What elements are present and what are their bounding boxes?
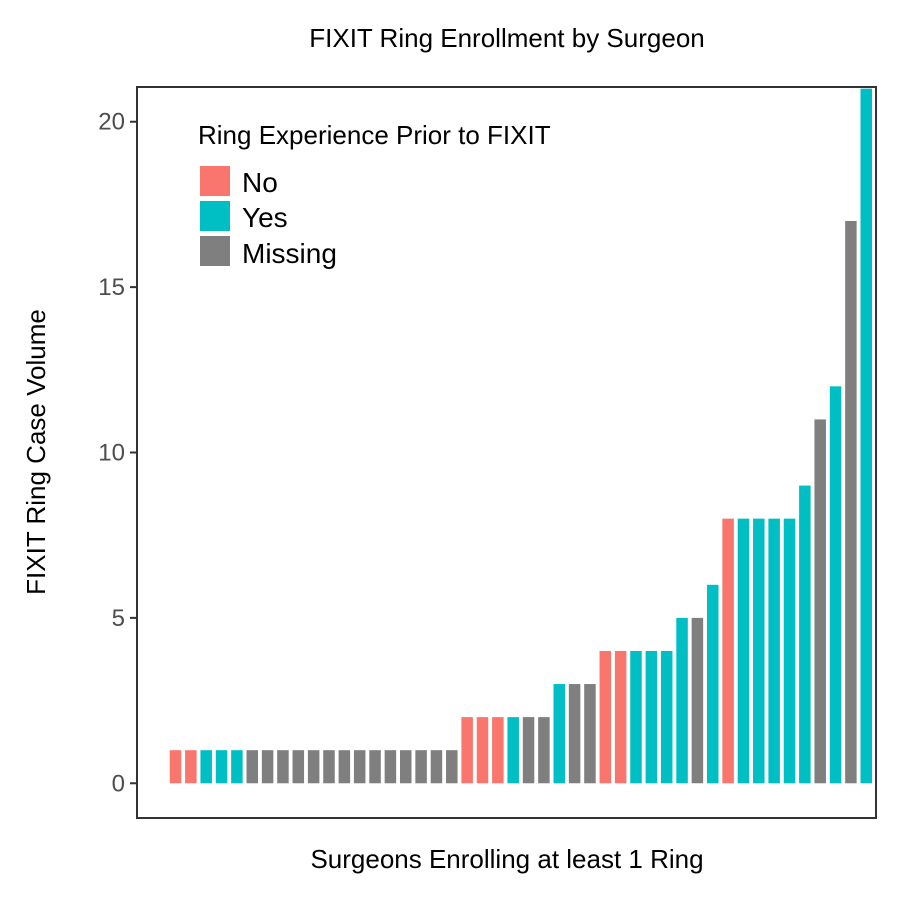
- bar-yes-4: [215, 750, 228, 784]
- legend-swatch-yes: [200, 201, 230, 231]
- legend-swatch-no: [200, 166, 230, 196]
- bar-missing-18: [430, 750, 443, 784]
- bar-yes-46: [860, 88, 872, 784]
- bar-missing-14: [369, 750, 381, 784]
- bar-yes-23: [507, 717, 519, 784]
- bar-missing-16: [400, 750, 412, 784]
- bar-missing-7: [261, 750, 274, 784]
- bar-no-22: [492, 717, 504, 784]
- bar-yes-40: [768, 518, 780, 784]
- y-tick-label-15: 15: [98, 274, 125, 301]
- y-tick-label-10: 10: [98, 440, 125, 467]
- bar-yes-3: [200, 750, 212, 784]
- y-tick-label-20: 20: [98, 109, 125, 136]
- legend-label-no: No: [242, 167, 278, 198]
- bar-missing-12: [338, 750, 351, 784]
- bar-yes-42: [799, 485, 811, 784]
- bar-missing-28: [584, 684, 596, 784]
- bar-missing-8: [277, 750, 289, 784]
- bar-yes-38: [737, 518, 750, 784]
- legend-label-missing: Missing: [242, 238, 337, 269]
- bar-yes-33: [660, 650, 673, 784]
- bar-no-1: [169, 750, 182, 784]
- legend-title: Ring Experience Prior to FIXIT: [198, 120, 551, 150]
- y-axis: 0 5 10 15 20: [98, 109, 137, 797]
- bar-no-21: [476, 717, 489, 784]
- bar-no-30: [614, 650, 627, 784]
- bar-missing-6: [246, 750, 258, 784]
- bar-no-2: [185, 750, 197, 784]
- y-tick-label-5: 5: [112, 605, 125, 632]
- bar-yes-39: [753, 518, 765, 784]
- bar-yes-31: [630, 650, 642, 784]
- y-axis-title: FIXIT Ring Case Volume: [21, 309, 51, 595]
- y-tick-label-0: 0: [112, 770, 125, 797]
- bar-no-20: [461, 717, 473, 784]
- legend-label-yes: Yes: [242, 202, 288, 233]
- bar-missing-10: [307, 750, 320, 784]
- bar-missing-9: [292, 750, 305, 784]
- bar-missing-35: [691, 617, 704, 784]
- bar-missing-17: [415, 750, 427, 784]
- bar-yes-44: [829, 386, 842, 784]
- bar-yes-26: [553, 684, 565, 784]
- plot-panel: [136, 86, 877, 819]
- bar-no-37: [722, 518, 734, 784]
- bar-yes-36: [707, 584, 719, 784]
- bar-missing-15: [384, 750, 397, 784]
- bar-missing-11: [323, 750, 335, 784]
- bar-no-29: [599, 650, 612, 784]
- bar-missing-19: [446, 750, 458, 784]
- bar-yes-41: [783, 518, 796, 784]
- bar-missing-13: [353, 750, 366, 784]
- bar-missing-43: [814, 419, 826, 784]
- legend-swatch-missing: [200, 236, 230, 266]
- x-axis-title: Surgeons Enrolling at least 1 Ring: [310, 844, 703, 874]
- bars-group: [169, 88, 872, 784]
- chart-title: FIXIT Ring Enrollment by Surgeon: [309, 23, 704, 53]
- bar-yes-32: [645, 650, 658, 784]
- bar-yes-34: [676, 617, 688, 784]
- bar-missing-25: [538, 717, 550, 784]
- bar-missing-24: [522, 717, 535, 784]
- bar-missing-45: [845, 220, 857, 784]
- legend: Ring Experience Prior to FIXIT No Yes Mi…: [198, 120, 551, 269]
- bar-missing-27: [568, 684, 581, 784]
- bar-yes-5: [231, 750, 243, 784]
